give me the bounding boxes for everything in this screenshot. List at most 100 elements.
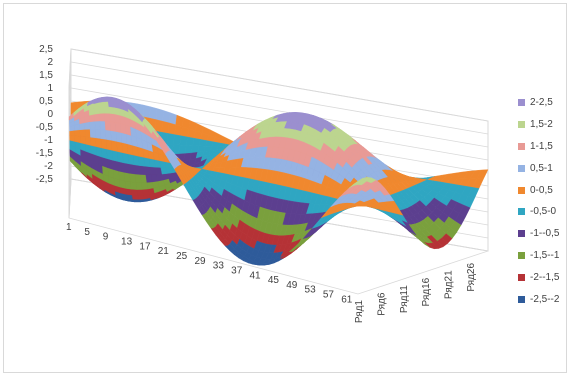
surface-cell [142,104,151,119]
surface-cell [136,189,144,196]
legend-label: 0,5-1 [530,162,553,174]
surface-cell [90,136,97,147]
legend-item: -2--1,5 [518,266,573,288]
legend: 2-2,5 1,5-2 1-1,5 0,5-1 0-0,5 -0,5-0 -1--0,5 -1… [518,92,573,310]
z-gridline [68,178,489,252]
surface-cell [94,113,101,122]
surface-cell [104,120,111,131]
legend-item: 0,5-1 [518,157,573,179]
surface-cell [84,121,91,130]
surface-cell [112,159,119,172]
z-tick-label: -0,5 [36,122,54,133]
surface-cell [162,110,171,124]
z-gridline [68,48,489,122]
z-tick-label: 0 [47,109,53,120]
surface-cell [89,113,96,123]
legend-label: -1,5--1 [530,249,560,261]
z-axis-ticks: 2,5 2 1,5 1 0,5 0 -0,5 -1 -1,5 -2 -2,5 [36,44,54,185]
surface-cell [94,120,101,130]
surface-cell [106,148,113,161]
x-tick-label: 37 [231,265,243,276]
legend-label: -2,5--2 [530,293,560,305]
surface-cell [70,101,78,110]
y-tick-label: Ряд6 [376,292,387,316]
surface-cell [89,129,96,139]
legend-swatch [518,186,525,194]
surface-cell [103,106,110,114]
surface-cell [99,120,106,131]
legend-label: 0-0,5 [530,184,553,196]
legend-swatch [518,230,525,238]
x-tick-label: 21 [158,246,170,257]
surface-cell [105,129,112,141]
x-tick-label: 1 [66,222,72,233]
x-tick-label: 61 [341,294,353,305]
y-tick-label: Ряд1 [354,300,365,324]
legend-swatch [518,164,525,172]
legend-item: -2,5--2 [518,288,573,310]
surface-cell [108,106,115,115]
gridlines [68,48,489,252]
surface-cell [85,136,92,146]
legend-swatch [518,121,525,129]
x-tick-label: 45 [268,275,280,286]
surface-cell [101,147,108,159]
z-tick-label: 0,5 [39,96,53,107]
surface-cell [69,130,76,137]
z-tick-label: -2,5 [36,174,54,185]
legend-swatch [518,208,525,216]
surface-cell [109,121,117,132]
legend-item: 1-1,5 [518,136,573,158]
y-tick-label: Ряд16 [421,277,432,306]
surface-cell [100,129,107,140]
surface-cell [98,106,105,114]
z-tick-label: 1,5 [39,70,53,81]
x-tick-label: 13 [121,236,133,247]
surface-cell [149,106,158,120]
x-tick-label: 9 [103,232,109,243]
surface-cell [353,178,363,185]
x-tick-label: 17 [139,241,151,252]
legend-label: 2-2,5 [530,97,553,109]
z-tick-label: -1,5 [36,148,54,159]
z-gridline [68,74,489,148]
z-tick-label: 2,5 [39,44,53,55]
surface-cell [99,112,106,122]
x-tick-label: 25 [176,251,188,262]
legend-label: 1-1,5 [530,140,553,152]
x-tick-label: 41 [249,270,261,281]
surface-cell [110,130,117,142]
chart-area: 2,5 2 1,5 1 0,5 0 -0,5 -1 -1,5 -2 -2,5 1 5 9 13 17 21 25… [3,3,567,373]
surface-plot: 2,5 2 1,5 1 0,5 0 -0,5 -1 -1,5 -2 -2,5 1 5 9 13 17 21 25… [36,44,489,324]
surface-cell [95,146,103,158]
legend-swatch [518,251,525,259]
z-tick-label: 2 [47,57,53,68]
surface-cell [79,135,86,145]
y-tick-label: Ряд21 [444,270,455,299]
surface-cell [117,151,124,164]
legend-item: 2-2,5 [518,92,573,114]
surface-cell [103,101,110,107]
surface-cell [111,140,118,152]
legend-label: -0,5-0 [530,206,557,218]
x-tick-label: 57 [323,290,335,301]
z-tick-label: 1 [47,83,53,94]
x-tick-label: 5 [84,227,90,238]
surface-cell [95,129,102,139]
surface-cell [74,135,81,144]
x-tick-label: 29 [194,256,206,267]
surface-cell [154,119,163,133]
z-gridline [68,165,489,239]
x-tick-label: 49 [286,280,298,291]
surface-mesh [68,96,489,266]
legend-swatch [518,142,525,150]
surface-cell [104,112,111,122]
legend-swatch [518,273,525,281]
z-tick-label: -2 [44,161,53,172]
legend-item: 0-0,5 [518,179,573,201]
x-tick-label: 33 [213,261,225,272]
x-axis-ticks: 1 5 9 13 17 21 25 29 33 37 41 45 49 53 57 61 [66,222,353,305]
y-tick-label: Ряд11 [399,285,410,313]
legend-swatch [518,295,525,303]
surface-cell [105,139,113,151]
